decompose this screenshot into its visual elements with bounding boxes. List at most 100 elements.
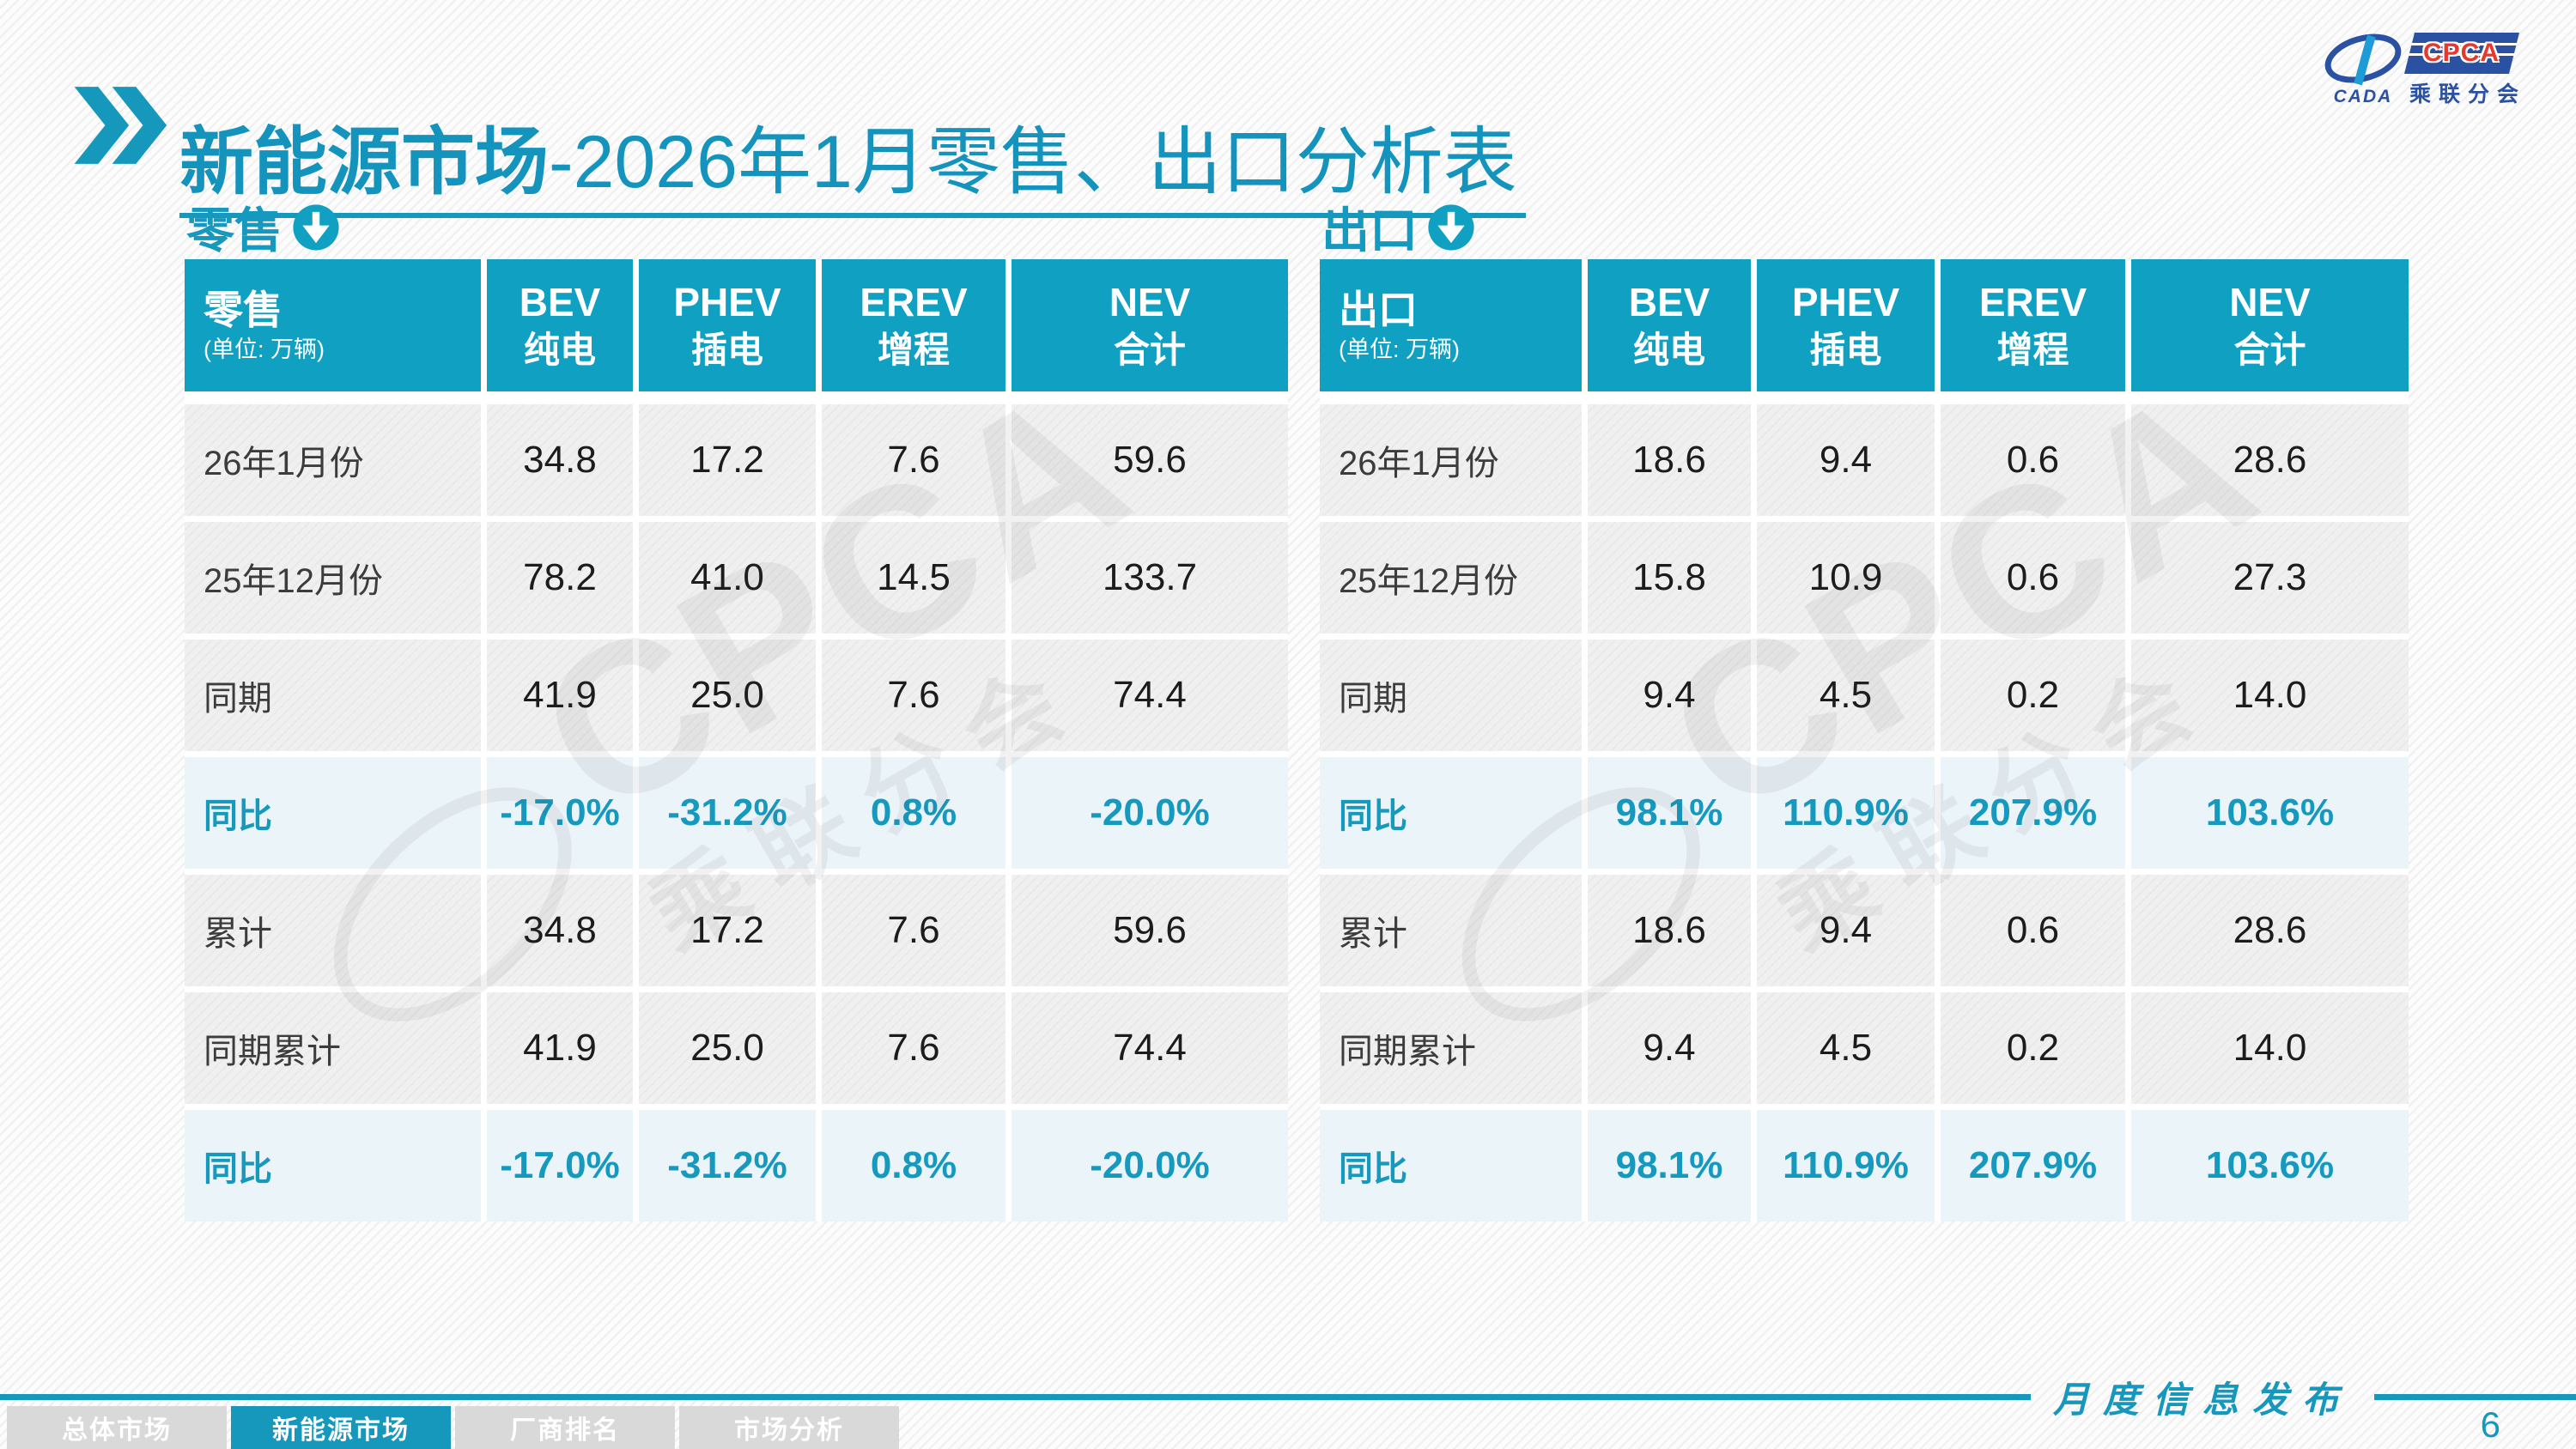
export-table-header: 出口 (单位: 万辆) BEV 纯电 PHEV 插电 EREV 增程 NEV 合计 — [1320, 259, 2409, 391]
down-arrow-circle-icon — [1428, 203, 1474, 251]
value-cell: 7.6 — [822, 875, 1005, 986]
column-header-en: NEV — [1109, 280, 1191, 325]
row-label: 同比 — [185, 757, 481, 869]
row-label: 同期 — [185, 640, 481, 751]
retail-table-body: 26年1月份 34.8 17.2 7.6 59.6 25年12月份 78.2 41.0 14.5… — [185, 404, 1288, 1222]
value-cell: 14.5 — [822, 522, 1005, 634]
value-cell: 0.6 — [1941, 522, 2125, 634]
column-header-en: BEV — [519, 280, 601, 325]
value-cell: 0.2 — [1941, 640, 2125, 751]
value-cell: 59.6 — [1012, 404, 1288, 516]
column-header-en: NEV — [2229, 280, 2311, 325]
value-cell: 14.0 — [2131, 992, 2409, 1104]
page-title: 新能源市场-2026年1月零售、出口分析表 — [179, 120, 1526, 219]
value-cell: -31.2% — [639, 1110, 816, 1222]
column-header-nev: NEV 合计 — [2131, 259, 2409, 391]
row-label: 同比 — [1320, 757, 1582, 869]
nav-tab-3[interactable]: 厂商排名 — [455, 1406, 675, 1449]
table-unit: (单位: 万辆) — [1339, 336, 1460, 363]
page-number: 6 — [2480, 1404, 2500, 1445]
footer-line-right — [2374, 1393, 2576, 1400]
value-cell: 17.2 — [639, 404, 816, 516]
retail-table: 零售 零售 (单位: 万辆) BEV 纯电 PHEV 插电 EREV 增程 NEV 合计 26… — [185, 203, 1288, 1222]
value-cell: 0.2 — [1941, 992, 2125, 1104]
value-cell: -31.2% — [639, 757, 816, 869]
value-cell: 17.2 — [639, 875, 816, 986]
bottom-nav-tabs: 总体市场 新能源市场 厂商排名 市场分析 — [7, 1406, 899, 1449]
column-header-en: EREV — [860, 280, 968, 325]
row-label: 同期累计 — [1320, 992, 1582, 1104]
column-header-cn: 增程 — [877, 330, 950, 371]
value-cell: 74.4 — [1012, 640, 1288, 751]
cada-logo-mark: CADA — [2324, 33, 2403, 107]
value-cell: 9.4 — [1757, 404, 1935, 516]
column-header-phev: PHEV 插电 — [1757, 259, 1935, 391]
column-header-cn: 合计 — [1113, 330, 1186, 371]
value-cell: 78.2 — [487, 522, 633, 634]
value-cell: 27.3 — [2131, 522, 2409, 634]
column-header-cn: 增程 — [1996, 330, 2069, 371]
value-cell: 28.6 — [2131, 875, 2409, 986]
cpca-branch-text: 乘联分会 — [2409, 82, 2526, 106]
column-header-en: BEV — [1628, 280, 1710, 325]
value-cell: 110.9% — [1757, 757, 1935, 869]
row-label: 26年1月份 — [1320, 404, 1582, 516]
value-cell: 7.6 — [822, 404, 1005, 516]
column-header-bev: BEV 纯电 — [1588, 259, 1751, 391]
value-cell: 110.9% — [1757, 1110, 1935, 1222]
row-label: 同期 — [1320, 640, 1582, 751]
down-arrow-circle-icon — [293, 203, 339, 251]
footer-line-left — [0, 1393, 2031, 1400]
value-cell: 0.6 — [1941, 404, 2125, 516]
value-cell: 59.6 — [1012, 875, 1288, 986]
title-bar: 新能源市场-2026年1月零售、出口分析表 — [73, 72, 1526, 268]
value-cell: 18.6 — [1588, 875, 1751, 986]
footer-note: 月度信息发布 — [2052, 1380, 2352, 1421]
export-table: 出口 出口 (单位: 万辆) BEV 纯电 PHEV 插电 EREV 增程 NEV 合计 26… — [1320, 203, 2409, 1222]
row-label: 同比 — [185, 1110, 481, 1222]
value-cell: 207.9% — [1941, 1110, 2125, 1222]
value-cell: 14.0 — [2131, 640, 2409, 751]
value-cell: 103.6% — [2131, 1110, 2409, 1222]
value-cell: 7.6 — [822, 640, 1005, 751]
column-header-en: PHEV — [673, 280, 781, 325]
table-title: 出口 — [1339, 287, 1418, 332]
value-cell: 103.6% — [2131, 757, 2409, 869]
value-cell: 4.5 — [1757, 992, 1935, 1104]
row-label: 累计 — [185, 875, 481, 986]
row-label: 同比 — [1320, 1110, 1582, 1222]
value-cell: -17.0% — [487, 757, 633, 869]
column-header-cn: 插电 — [690, 330, 763, 371]
cpca-text: CPCA — [2423, 39, 2500, 67]
column-header-nev: NEV 合计 — [1012, 259, 1288, 391]
value-cell: 4.5 — [1757, 640, 1935, 751]
column-header-erev: EREV 增程 — [822, 259, 1005, 391]
value-cell: 207.9% — [1941, 757, 2125, 869]
cada-swoosh-icon — [2324, 33, 2402, 86]
footer-divider: 月度信息发布 — [0, 1375, 2576, 1421]
value-cell: 98.1% — [1588, 757, 1751, 869]
export-section-label: 出口 — [1321, 192, 1476, 262]
value-cell: 7.6 — [822, 992, 1005, 1104]
value-cell: 0.8% — [822, 1110, 1005, 1222]
value-cell: -20.0% — [1012, 1110, 1288, 1222]
value-cell: 9.4 — [1588, 640, 1751, 751]
value-cell: 41.9 — [487, 992, 633, 1104]
column-header-en: PHEV — [1791, 280, 1900, 325]
value-cell: 25.0 — [639, 640, 816, 751]
retail-table-header: 零售 (单位: 万辆) BEV 纯电 PHEV 插电 EREV 增程 NEV 合计 — [185, 259, 1288, 391]
value-cell: 18.6 — [1588, 404, 1751, 516]
page-title-bold: 新能源市场 — [179, 120, 549, 203]
table-title: 零售 — [204, 287, 283, 332]
value-cell: 34.8 — [487, 875, 633, 986]
nav-tab-1[interactable]: 总体市场 — [7, 1406, 227, 1449]
value-cell: 25.0 — [639, 992, 816, 1104]
row-label: 累计 — [1320, 875, 1582, 986]
nav-tab-2[interactable]: 新能源市场 — [231, 1406, 451, 1449]
nav-tab-4[interactable]: 市场分析 — [679, 1406, 899, 1449]
value-cell: 9.4 — [1757, 875, 1935, 986]
column-header-cn: 纯电 — [1632, 330, 1705, 371]
column-header-cn: 纯电 — [523, 330, 596, 371]
table-corner-cell: 出口 (单位: 万辆) — [1320, 259, 1582, 391]
export-table-body: 26年1月份 18.6 9.4 0.6 28.6 25年12月份 15.8 10.9 0.6 27… — [1320, 404, 2409, 1222]
